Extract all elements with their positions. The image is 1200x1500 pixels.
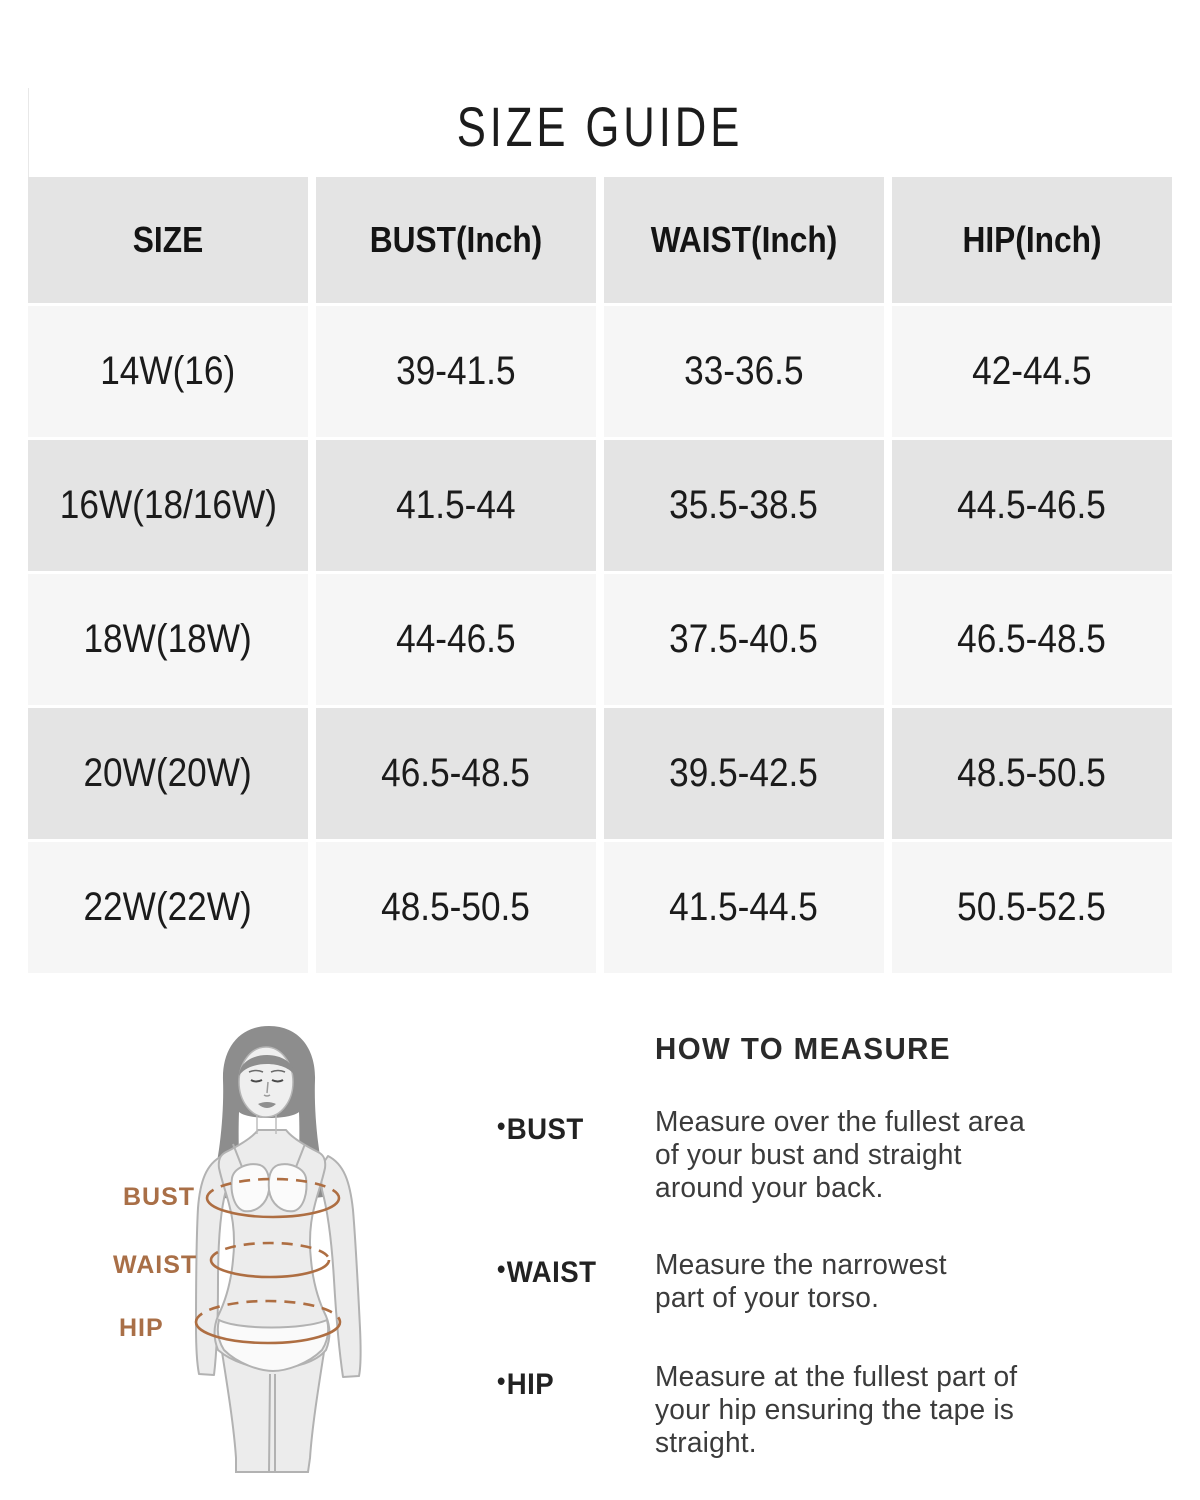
size-cell: 46.5-48.5	[316, 708, 596, 839]
column-header: HIP(Inch)	[892, 177, 1172, 303]
measure-item-waist: •WAIST Measure the narrowest part of you…	[497, 1249, 1187, 1315]
column-header: BUST(Inch)	[316, 177, 596, 303]
measure-item-label: •BUST	[497, 1111, 584, 1146]
size-cell: 44-46.5	[316, 574, 596, 705]
page-title: SIZE GUIDE	[456, 95, 744, 158]
waist-ring	[209, 1241, 331, 1279]
eyebrows	[248, 1069, 286, 1073]
measure-item-text: Measure the narrowest part of your torso…	[655, 1249, 947, 1314]
right-arm	[319, 1155, 362, 1378]
measure-item-bust: •BUST Measure over the fullest area of y…	[497, 1106, 1187, 1205]
how-to-measure-heading: HOW TO MEASURE	[655, 1031, 951, 1066]
measure-item-hip: •HIP Measure at the fullest part of your…	[497, 1361, 1187, 1460]
size-cell: 41.5-44	[316, 440, 596, 571]
measure-item-label: •HIP	[497, 1366, 555, 1401]
left-arm	[195, 1155, 229, 1376]
bust-ring	[205, 1177, 341, 1219]
bra-right-cup	[267, 1163, 308, 1213]
measure-item-label: •WAIST	[497, 1254, 597, 1289]
size-cell: 50.5-52.5	[892, 842, 1172, 973]
figure-label-waist: WAIST	[113, 1251, 198, 1279]
size-cell: 20W(20W)	[28, 708, 308, 839]
bra-straps	[232, 1143, 306, 1168]
measure-item-text: Measure over the fullest area of your bu…	[655, 1106, 1025, 1204]
size-cell: 37.5-40.5	[604, 574, 884, 705]
figure-label-hip: HIP	[119, 1314, 164, 1342]
column-header: SIZE	[28, 177, 308, 303]
lips	[258, 1102, 276, 1108]
size-cell: 39.5-42.5	[604, 708, 884, 839]
size-cell: 33-36.5	[604, 306, 884, 437]
nose	[263, 1081, 271, 1097]
size-cell: 18W(18W)	[28, 574, 308, 705]
size-cell: 39-41.5	[316, 306, 596, 437]
size-cell: 44.5-46.5	[892, 440, 1172, 571]
hip-ring	[194, 1299, 342, 1345]
column-header: WAIST(Inch)	[604, 177, 884, 303]
size-table: SIZE BUST(Inch) WAIST(Inch) HIP(Inch) 14W(16…	[28, 177, 1172, 973]
bullet-icon: •	[497, 1111, 506, 1141]
left-edge-hairline	[28, 88, 29, 177]
eyes	[250, 1079, 284, 1083]
bra-left-cup	[230, 1163, 271, 1213]
panty	[216, 1318, 330, 1373]
size-cell: 46.5-48.5	[892, 574, 1172, 705]
woman-figure-illustration	[194, 1026, 362, 1473]
size-cell: 48.5-50.5	[316, 842, 596, 973]
leg-gap-line	[268, 1373, 276, 1473]
bullet-icon: •	[497, 1254, 506, 1284]
size-cell: 48.5-50.5	[892, 708, 1172, 839]
size-cell: 22W(22W)	[28, 842, 308, 973]
figure-label-bust: BUST	[123, 1183, 196, 1211]
bullet-icon: •	[497, 1366, 506, 1396]
size-cell: 41.5-44.5	[604, 842, 884, 973]
size-cell: 42-44.5	[892, 306, 1172, 437]
measurement-figure: BUST WAIST HIP	[80, 1020, 480, 1495]
size-cell: 14W(16)	[28, 306, 308, 437]
size-cell: 16W(18/16W)	[28, 440, 308, 571]
fringe	[239, 1055, 295, 1076]
size-cell: 35.5-38.5	[604, 440, 884, 571]
measure-item-text: Measure at the fullest part of your hip …	[655, 1361, 1018, 1459]
